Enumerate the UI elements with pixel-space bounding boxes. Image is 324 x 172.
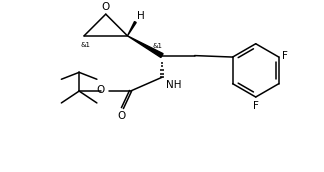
Text: &1: &1: [152, 43, 162, 49]
Text: F: F: [253, 101, 259, 111]
Text: F: F: [282, 51, 288, 61]
Text: O: O: [97, 85, 105, 95]
Text: O: O: [117, 111, 126, 121]
Polygon shape: [127, 22, 136, 36]
Text: O: O: [102, 2, 110, 12]
Text: &1: &1: [80, 42, 90, 48]
Text: H: H: [137, 11, 145, 21]
Text: NH: NH: [166, 80, 181, 90]
Polygon shape: [127, 36, 163, 57]
